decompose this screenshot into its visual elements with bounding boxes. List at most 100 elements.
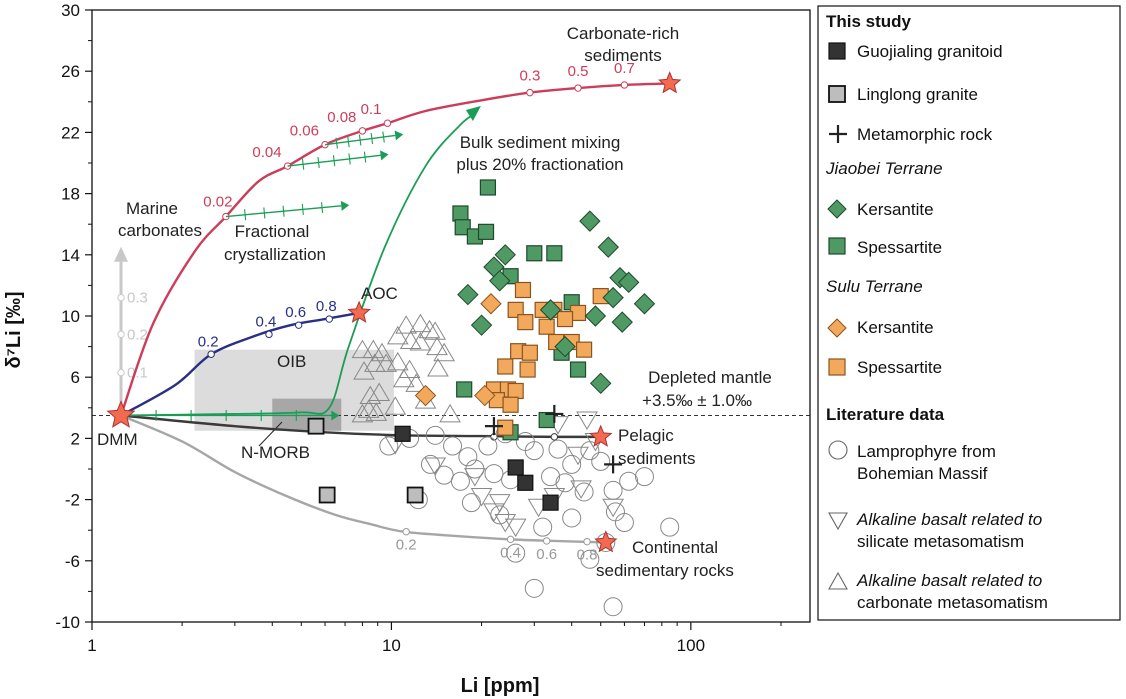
sulu-terrane-spessartite-point: [497, 358, 514, 375]
alkaline-basalt-related-to-carbonate-metasomatism-point: [386, 325, 409, 345]
legend-sulu: Sulu Terrane: [826, 277, 923, 296]
carbonate-sediment-mark: [358, 127, 367, 135]
jiaobei-terrane-spessartite-point: [454, 219, 471, 236]
sulu-terrane-spessartite-point: [507, 382, 524, 400]
label-marine-2: carbonates: [118, 221, 202, 240]
y-tick-label-22: 22: [61, 123, 80, 142]
lamprophyre-from-bohemian-massif-point: [506, 543, 526, 563]
legend-metamorphic-marker: [829, 125, 847, 143]
sulu-terrane-kersantite-point: [474, 384, 496, 407]
alkaline-basalt-related-to-carbonate-metasomatism-point: [384, 396, 407, 415]
legend-frame: [817, 5, 1121, 621]
metamorphic-rock-point: [484, 417, 503, 436]
alkaline-basalt-related-to-silicate-metasomatism-point: [504, 518, 527, 538]
fractionation-arrowhead: [340, 200, 350, 211]
lamprophyre-from-bohemian-massif-point: [533, 517, 553, 537]
guojialing-granitoid-point: [542, 494, 559, 511]
linglong-granite-point: [406, 486, 424, 504]
label-oib: OIB: [277, 352, 306, 371]
n-morb-leader-line: [258, 421, 283, 447]
lamprophyre-from-bohemian-massif-point: [379, 436, 399, 456]
continental-mark: [542, 537, 551, 545]
label-continental-2: sedimentary rocks: [596, 561, 734, 580]
jiaobei-terrane-kersantite-point: [590, 372, 612, 395]
sulu-terrane-kersantite-point: [414, 384, 437, 407]
linglong-granite-point: [307, 417, 325, 435]
label-bulk-1: Bulk sediment mixing: [460, 133, 621, 152]
alkaline-basalt-related-to-carbonate-metasomatism-point: [392, 368, 415, 388]
lamprophyre-from-bohemian-massif-point: [614, 513, 634, 533]
alkaline-basalt-related-to-carbonate-metasomatism-point: [405, 373, 428, 392]
carbonate-sediment-fraction-label: 0.04: [252, 144, 281, 161]
sulu-terrane-spessartite-point: [514, 281, 532, 299]
y-tick-label-6: 6: [71, 368, 80, 387]
lamprophyre-from-bohemian-massif-point: [450, 471, 470, 491]
plot-frame: [91, 9, 811, 623]
alkaline-basalt-related-to-silicate-metasomatism-point: [567, 446, 589, 466]
carbonate-sediment-fraction-label: 0.7: [614, 60, 635, 77]
y-tick-label-10: 10: [61, 307, 80, 326]
legend-guojialing-marker: [828, 42, 846, 60]
lamprophyre-from-bohemian-massif-point: [461, 493, 481, 513]
continental-mark: [402, 528, 410, 536]
x-tick-label-100: 100: [677, 636, 705, 655]
aoc-mark: [207, 350, 215, 358]
continental-curve: [120, 414, 606, 544]
marine-carbonates-fraction-label: 0.2: [127, 326, 148, 343]
jiaobei-terrane-spessartite-point: [546, 245, 563, 262]
star-dmm: [106, 400, 136, 428]
fractionation-tick: [301, 158, 305, 170]
alkaline-basalt-related-to-carbonate-metasomatism-point: [409, 313, 432, 333]
alkaline-basalt-related-to-silicate-metasomatism-point: [470, 488, 493, 507]
fractionation-arrowhead: [380, 150, 389, 161]
jiaobei-terrane-spessartite-point: [456, 381, 473, 398]
carbonate-sediment-mark: [620, 81, 629, 89]
alkaline-basalt-related-to-carbonate-metasomatism-point: [371, 342, 393, 362]
lamprophyre-from-bohemian-massif-point: [634, 467, 654, 487]
lamprophyre-from-bohemian-massif-point: [524, 441, 544, 461]
continental-fraction-label: 0.2: [396, 537, 417, 554]
legend-jb-kersantite: Kersantite: [857, 200, 934, 219]
legend-sl-spessartite-marker: [828, 358, 846, 376]
alkaline-basalt-related-to-carbonate-metasomatism-point: [426, 336, 448, 356]
aoc-fraction-label: 0.6: [285, 304, 306, 321]
continental-fraction-label: 0.4: [500, 544, 521, 561]
legend-linglong-marker: [828, 85, 846, 103]
jiaobei-terrane-kersantite-point: [602, 286, 624, 309]
legend: This study Guojialing granitoid Linglong…: [817, 5, 1121, 621]
lamprophyre-from-bohemian-massif-point: [420, 454, 440, 474]
lamprophyre-from-bohemian-massif-point: [443, 436, 463, 456]
sulu-terrane-kersantite-point: [480, 293, 502, 315]
legend-lamprophyre-2: Bohemian Massif: [857, 464, 988, 483]
alkaline-basalt-related-to-carbonate-metasomatism-point: [357, 399, 380, 418]
jiaobei-terrane-spessartite-point: [479, 179, 497, 196]
alkaline-basalt-related-to-carbonate-metasomatism-point: [409, 332, 432, 351]
alkaline-basalt-related-to-carbonate-metasomatism-point: [368, 382, 391, 401]
lamprophyre-from-bohemian-massif-point: [562, 454, 582, 474]
fractionation-tick: [301, 203, 304, 215]
data-points-layer: [307, 179, 680, 617]
bulk-mixing-arrowhead: [465, 106, 481, 122]
guojialing-granitoid-point: [394, 425, 411, 442]
legend-guojialing: Guojialing granitoid: [857, 42, 1003, 61]
sulu-terrane-spessartite-point: [497, 419, 514, 436]
legend-linglong: Linglong granite: [857, 85, 978, 104]
alkaline-basalt-related-to-silicate-metasomatism-point: [602, 498, 624, 518]
aoc-mark: [265, 330, 273, 339]
sulu-terrane-spessartite-point: [507, 301, 524, 318]
jiaobei-terrane-spessartite-point: [569, 361, 587, 378]
fractionation-tick: [332, 155, 336, 167]
fractionation-tick: [320, 202, 324, 214]
alkaline-basalt-related-to-carbonate-metasomatism-point: [427, 358, 449, 377]
aoc-fraction-label: 0.2: [198, 333, 219, 350]
label-aoc: AOC: [361, 284, 398, 303]
y-tick-label--6: -6: [65, 552, 80, 571]
carbonate-sediment-mark: [526, 88, 534, 97]
lamprophyre-from-bohemian-massif-point: [484, 464, 504, 484]
x-tick-label-10: 10: [382, 636, 401, 655]
alkaline-basalt-related-to-carbonate-metasomatism-point: [395, 315, 418, 334]
carbonate-sediment-fraction-label: 0.08: [327, 109, 356, 126]
jiaobei-terrane-kersantite-point: [579, 210, 601, 232]
alkaline-basalt-related-to-carbonate-metasomatism-point: [351, 339, 374, 359]
